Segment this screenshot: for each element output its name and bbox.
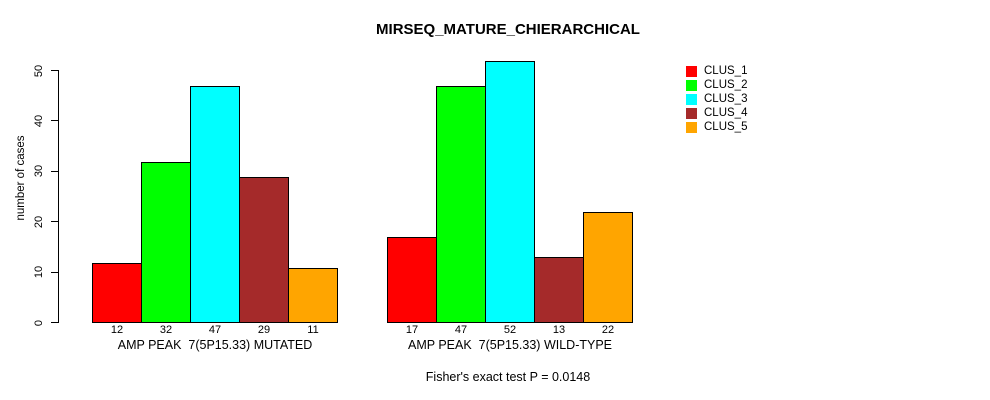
legend-label: CLUS_5 [704,121,748,133]
legend-row: CLUS_1 [686,64,747,78]
bar-value-label: 52 [503,324,517,336]
group-label: AMP PEAK 7(5P15.33) WILD-TYPE [407,338,613,352]
legend-row: CLUS_3 [686,92,747,106]
legend-row: CLUS_5 [686,120,747,134]
y-tick-label: 40 [33,114,45,128]
y-axis-label: number of cases [15,135,27,221]
legend-label: CLUS_1 [704,65,748,77]
y-tick-label: 30 [33,165,45,178]
bar-value-label: 29 [257,324,271,336]
legend-row: CLUS_2 [686,78,747,92]
bar-clus_3 [485,60,535,323]
bar-value-label: 17 [405,324,419,336]
bar-clus_5 [288,267,338,323]
bar-value-label: 12 [110,324,124,336]
legend-swatch-icon [686,79,697,91]
bar-clus_2 [436,86,486,323]
legend-label: CLUS_4 [704,107,748,119]
bar-value-label: 47 [454,324,468,336]
legend-swatch-icon [686,65,697,77]
bar-clus_3 [190,86,240,323]
y-tick [51,120,58,122]
bar-value-label: 32 [159,324,173,336]
bar-value-label: 22 [601,324,615,336]
bar-value-label: 47 [208,324,222,336]
y-tick [51,221,58,223]
legend: CLUS_1 CLUS_2 CLUS_3 CLUS_4 CLUS_5 [686,64,747,134]
legend-swatch-icon [686,121,697,133]
legend-label: CLUS_2 [704,79,748,91]
y-tick-label: 10 [33,265,45,279]
legend-swatch-icon [686,93,697,105]
y-tick [51,70,58,71]
legend-row: CLUS_4 [686,106,747,120]
chart-title: MIRSEQ_MATURE_CHIERARCHICAL [376,21,640,38]
group-label: AMP PEAK 7(5P15.33) MUTATED [117,338,313,352]
bar-clus_5 [583,212,633,323]
bar-value-label: 13 [552,324,566,336]
legend-label: CLUS_3 [704,93,748,105]
bar-clus_2 [141,161,191,323]
bar-clus_1 [92,262,142,323]
bar-clus_4 [239,176,289,323]
y-tick-label: 20 [33,215,45,228]
y-tick [51,271,58,273]
y-tick-label: 50 [33,64,45,77]
y-tick [51,170,58,172]
bar-clus_1 [387,237,437,323]
y-axis-line [58,70,59,323]
bar-clus_4 [534,257,584,323]
y-tick [51,322,58,323]
footnote: Fisher's exact test P = 0.0148 [425,370,591,384]
bar-value-label: 11 [307,324,319,336]
y-tick-label: 0 [33,319,45,326]
legend-swatch-icon [686,107,697,119]
